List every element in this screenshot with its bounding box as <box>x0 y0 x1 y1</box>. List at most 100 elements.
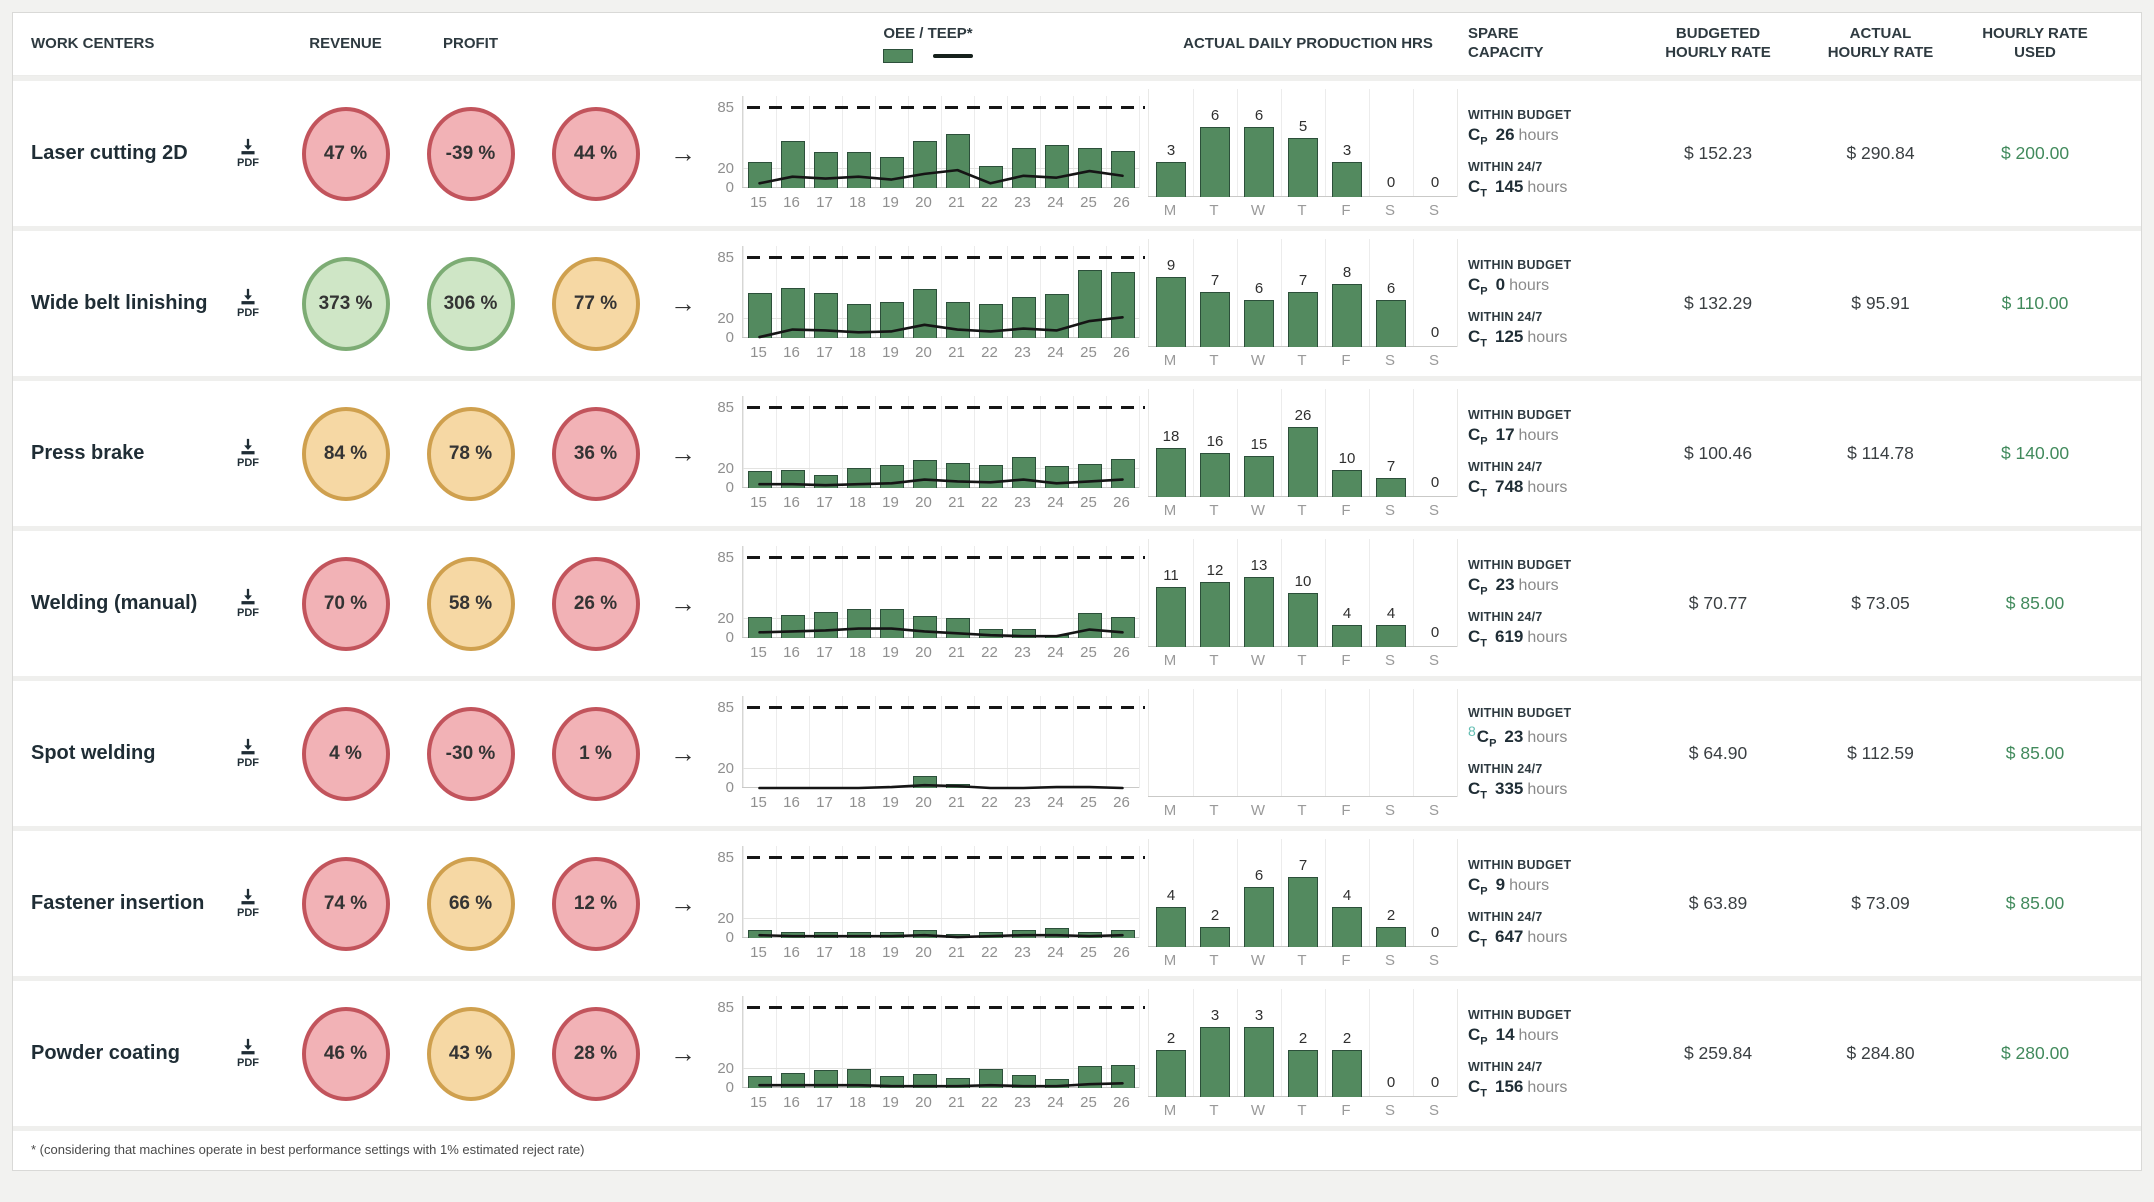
revenue-kpi-circle-cell: 74 % <box>283 856 408 951</box>
oee-bar <box>1044 1078 1069 1088</box>
teep-line <box>758 627 1124 638</box>
oee-gridline <box>974 846 975 938</box>
oee-gridline <box>1073 846 1074 938</box>
daily-bar-value: 2 <box>1386 906 1396 924</box>
oee-x-tick-label: 25 <box>1080 1094 1097 1111</box>
oee-x-tick-label: 16 <box>783 344 800 361</box>
pdf-download-button[interactable]: PDF <box>228 288 268 319</box>
pdf-download-button[interactable]: PDF <box>228 888 268 919</box>
daily-bar-value: 2 <box>1166 1029 1176 1047</box>
oee-chart-cell: 85 20 0 15 16 17 18 19 20 21 22 23 24 25 26 <box>708 696 1148 811</box>
ct-hours-line: CT 647 hours <box>1468 927 1638 949</box>
expand-row-arrow[interactable]: → <box>670 888 696 918</box>
profit-kpi-circle-cell: -39 % <box>408 106 533 201</box>
oee-gridline <box>776 396 777 488</box>
daily-gridline <box>1193 88 1194 197</box>
daily-bar <box>1332 906 1362 947</box>
oee-x-tick-label: 17 <box>816 944 833 961</box>
day-label: S <box>1428 801 1439 819</box>
download-icon <box>241 138 255 155</box>
oee-bar <box>945 462 970 488</box>
oee-x-tick-label: 23 <box>1014 344 1031 361</box>
pdf-cell: PDF <box>228 1038 283 1069</box>
oee-x-tick-label: 20 <box>915 344 932 361</box>
profit-kpi-circle: -39 % <box>426 106 515 201</box>
day-label: T <box>1209 201 1219 219</box>
daily-bar <box>1288 592 1318 647</box>
daily-bar-value: 0 <box>1430 623 1440 641</box>
daily-bar <box>1200 581 1230 647</box>
oee-bar <box>846 152 871 188</box>
pdf-download-button[interactable]: PDF <box>228 438 268 469</box>
profit-kpi-circle-cell: 306 % <box>408 256 533 351</box>
daily-bar <box>1200 126 1230 197</box>
pdf-download-button[interactable]: PDF <box>228 588 268 619</box>
day-label: S <box>1384 501 1395 519</box>
expand-row-arrow[interactable]: → <box>670 588 696 618</box>
day-label: F <box>1341 501 1351 519</box>
expand-row-arrow[interactable]: → <box>670 738 696 768</box>
oee-gridline <box>1106 696 1107 788</box>
oee-plot-area <box>742 96 1145 188</box>
expand-row-arrow[interactable]: → <box>670 288 696 318</box>
day-label: S <box>1384 351 1395 369</box>
oee-x-tick-label: 15 <box>750 344 767 361</box>
expand-row-arrow[interactable]: → <box>670 138 696 168</box>
within-247-label: WITHIN 24/7 <box>1468 909 1543 924</box>
profit-kpi-circle-cell: 58 % <box>408 556 533 651</box>
revenue-kpi-circle: 47 % <box>301 106 390 201</box>
spare-header-line2: CAPACITY <box>1468 44 1544 61</box>
oee-gridline <box>1073 396 1074 488</box>
oee-chart-cell: 85 20 0 15 16 17 18 19 20 21 22 23 24 25 26 <box>708 546 1148 661</box>
cp-hours-line: CP 14 hours <box>1468 1025 1638 1047</box>
oee-gridline-20 <box>743 168 1139 170</box>
within-budget-label: WITHIN BUDGET <box>1468 558 1572 573</box>
oee-y-tick-label: 20 <box>717 310 734 327</box>
cp-hours-line: CP 17 hours <box>1468 425 1638 447</box>
expand-row-arrow[interactable]: → <box>670 1038 696 1068</box>
pdf-download-button[interactable]: PDF <box>228 1038 268 1069</box>
daily-gridline <box>1369 88 1370 197</box>
oee-bar <box>1110 151 1135 188</box>
pdf-cell: PDF <box>228 888 283 919</box>
daily-bar-value: 4 <box>1342 604 1352 622</box>
oee-kpi-circle: 36 % <box>551 406 640 501</box>
day-label: M <box>1163 501 1177 519</box>
daily-production-chart: 3 6 6 5 3 0 0 M T W T F S S <box>1148 88 1458 219</box>
oee-y-tick-label: 20 <box>717 460 734 477</box>
oee-gridline <box>1106 396 1107 488</box>
capacity-symbol: CT <box>1468 926 1488 949</box>
day-label: W <box>1250 651 1266 669</box>
oee-x-tick-label: 21 <box>948 344 965 361</box>
spare-capacity-cell: WITHIN BUDGET CP 0 hours WITHIN 24/7 CT 125 hou… <box>1468 258 1638 349</box>
oee-x-tick-label: 23 <box>1014 194 1031 211</box>
day-label: S <box>1428 351 1439 369</box>
daily-bar-value: 3 <box>1254 1006 1264 1024</box>
daily-bar-value: 0 <box>1430 173 1440 191</box>
footnote: * (considering that machines operate in … <box>13 1126 2141 1170</box>
download-icon <box>241 1038 255 1055</box>
oee-kpi-circle-cell: 28 % <box>533 1006 658 1101</box>
daily-bar <box>1244 1026 1274 1097</box>
oee-target-line <box>747 406 1145 409</box>
expand-row-arrow[interactable]: → <box>670 438 696 468</box>
revenue-kpi-circle-cell: 47 % <box>283 106 408 201</box>
pdf-download-button[interactable]: PDF <box>228 138 268 169</box>
oee-x-tick-label: 17 <box>816 494 833 511</box>
oee-kpi-circle: 1 % <box>551 706 640 801</box>
oee-y-axis: 85 20 0 <box>708 396 736 496</box>
oee-x-tick-label: 16 <box>783 494 800 511</box>
hours-label: hours <box>1527 1078 1568 1096</box>
teep-line <box>758 1081 1124 1088</box>
oee-bar <box>747 929 772 938</box>
oee-x-tick-label: 19 <box>882 494 899 511</box>
daily-gridline <box>1325 388 1326 497</box>
profit-kpi-circle-cell: 78 % <box>408 406 533 501</box>
capacity-symbol: CT <box>1468 626 1488 649</box>
pdf-download-button[interactable]: PDF <box>228 738 268 769</box>
oee-gridline <box>1106 846 1107 938</box>
daily-production-chart: 11 12 13 10 4 4 0 M T W T F S S <box>1148 538 1458 669</box>
oee-bar <box>1011 456 1036 488</box>
day-label: T <box>1297 951 1307 969</box>
